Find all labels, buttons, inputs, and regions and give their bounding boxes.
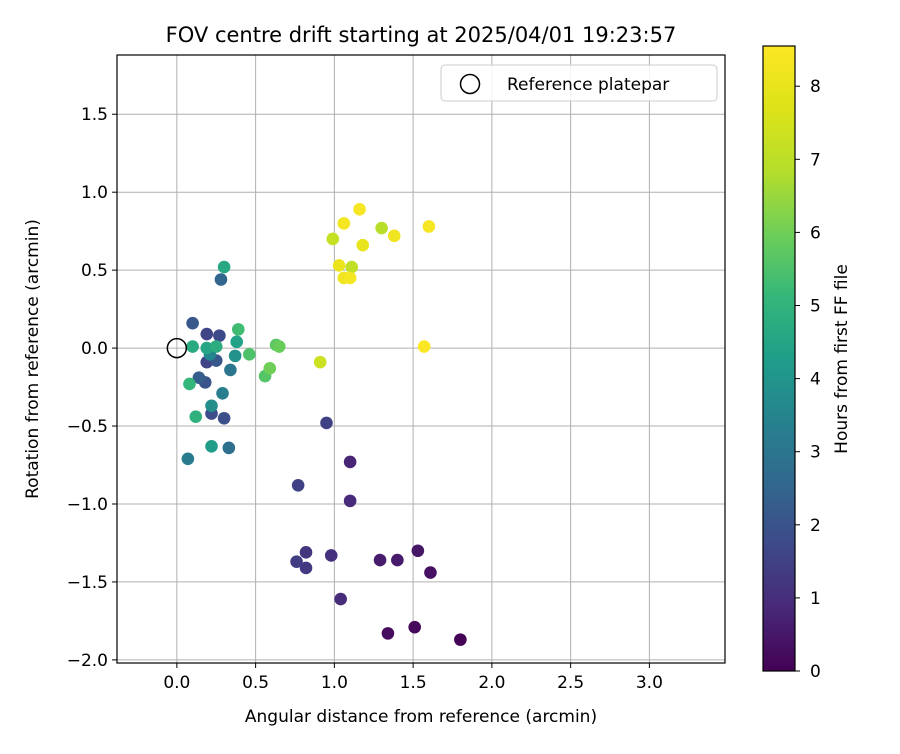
legend-marker bbox=[459, 73, 481, 95]
data-point bbox=[381, 627, 395, 640]
data-point bbox=[192, 371, 206, 385]
data-point bbox=[205, 440, 218, 453]
data-point bbox=[205, 399, 218, 413]
colorbar-tick-label: 1 bbox=[810, 589, 821, 609]
data-point bbox=[343, 494, 357, 508]
data-point bbox=[189, 410, 203, 423]
data-point bbox=[337, 217, 351, 230]
data-point bbox=[320, 416, 333, 430]
data-point bbox=[424, 566, 437, 579]
x-tick-label: 0.5 bbox=[242, 673, 269, 693]
data-point bbox=[222, 441, 236, 455]
data-point bbox=[224, 363, 237, 377]
data-point bbox=[186, 340, 199, 353]
data-point bbox=[454, 633, 467, 646]
data-point bbox=[263, 362, 277, 375]
data-point bbox=[334, 592, 347, 606]
x-tick-label: 0.0 bbox=[163, 673, 190, 693]
data-point bbox=[299, 546, 313, 559]
legend-entry-reference-platepar: Reference platepar bbox=[507, 75, 669, 95]
data-point bbox=[291, 478, 305, 492]
x-tick-label: 2.0 bbox=[478, 673, 505, 693]
data-point bbox=[216, 386, 229, 400]
data-point bbox=[213, 329, 226, 342]
reference-platepar-marker bbox=[166, 337, 188, 359]
colorbar-tick-label: 8 bbox=[810, 77, 821, 97]
colorbar-tick-label: 5 bbox=[810, 297, 821, 317]
data-point bbox=[228, 349, 242, 363]
data-point bbox=[231, 323, 245, 336]
data-point bbox=[230, 335, 244, 349]
data-point bbox=[408, 620, 421, 634]
data-point bbox=[387, 229, 401, 243]
y-axis-ticks: −2.0 −1.5 −1.0 −0.5 0.0 0.5 1.0 1.5 bbox=[67, 105, 117, 671]
legend: Reference platepar bbox=[440, 64, 718, 102]
x-tick-label: 1.5 bbox=[400, 673, 427, 693]
data-point bbox=[353, 203, 366, 216]
data-point bbox=[326, 232, 340, 246]
x-tick-label: 2.5 bbox=[557, 673, 584, 693]
data-point bbox=[373, 553, 387, 567]
x-tick-label: 1.0 bbox=[321, 673, 348, 693]
colorbar-ticks: 0 1 2 3 4 5 6 7 8 bbox=[795, 77, 821, 682]
y-tick-label: −0.5 bbox=[67, 417, 108, 437]
data-point bbox=[356, 238, 370, 252]
legend-box bbox=[440, 64, 718, 102]
data-point bbox=[324, 549, 338, 562]
y-axis-label: Rotation from reference (arcmin) bbox=[23, 219, 43, 499]
data-point bbox=[243, 348, 256, 361]
colorbar-tick-label: 0 bbox=[810, 662, 821, 682]
data-point bbox=[217, 260, 231, 274]
colorbar-tick-label: 2 bbox=[810, 516, 821, 536]
data-point bbox=[332, 259, 346, 272]
plot-frame bbox=[116, 54, 726, 664]
colorbar-tick-label: 3 bbox=[810, 443, 821, 463]
data-points bbox=[181, 203, 467, 646]
colorbar bbox=[762, 45, 796, 672]
y-tick-label: 0.5 bbox=[81, 261, 108, 281]
data-point bbox=[343, 455, 357, 469]
data-point bbox=[290, 555, 303, 568]
data-point bbox=[411, 544, 425, 558]
data-point bbox=[417, 340, 431, 353]
y-tick-label: 1.0 bbox=[81, 183, 108, 203]
chart-title: FOV centre drift starting at 2025/04/01 … bbox=[166, 23, 677, 47]
y-tick-label: 0.0 bbox=[81, 339, 108, 359]
x-axis-ticks: 0.0 0.5 1.0 1.5 2.0 2.5 3.0 bbox=[163, 663, 663, 693]
colorbar-tick-label: 4 bbox=[810, 370, 821, 390]
y-tick-label: −2.0 bbox=[67, 651, 108, 671]
data-point bbox=[299, 561, 313, 575]
data-point bbox=[422, 220, 436, 233]
data-point bbox=[272, 340, 286, 353]
y-tick-label: −1.5 bbox=[67, 573, 108, 593]
data-point bbox=[217, 411, 231, 425]
data-point bbox=[200, 341, 214, 355]
data-point bbox=[343, 271, 357, 285]
data-point bbox=[181, 452, 195, 466]
data-point bbox=[214, 273, 228, 286]
data-point bbox=[200, 327, 214, 341]
colorbar-label: Hours from first FF file bbox=[832, 264, 852, 454]
y-tick-label: −1.0 bbox=[67, 495, 108, 515]
data-point bbox=[345, 260, 358, 274]
colorbar-tick-label: 7 bbox=[810, 150, 821, 170]
x-axis-label: Angular distance from reference (arcmin) bbox=[245, 707, 597, 727]
data-point bbox=[186, 316, 199, 330]
y-tick-label: 1.5 bbox=[81, 105, 108, 125]
data-point bbox=[391, 553, 404, 567]
x-tick-label: 3.0 bbox=[636, 673, 663, 693]
data-point bbox=[313, 355, 327, 369]
data-point bbox=[209, 340, 223, 353]
data-point bbox=[183, 377, 196, 391]
colorbar-tick-label: 6 bbox=[810, 223, 821, 243]
data-point bbox=[375, 221, 388, 235]
